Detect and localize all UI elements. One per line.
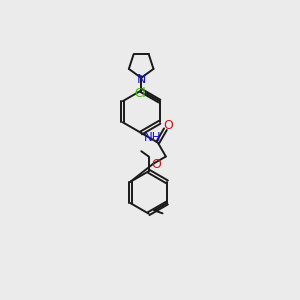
Text: Cl: Cl — [134, 86, 146, 100]
Text: N: N — [136, 73, 146, 86]
Text: NH: NH — [144, 131, 161, 144]
Text: O: O — [164, 119, 173, 132]
Text: O: O — [152, 158, 162, 171]
